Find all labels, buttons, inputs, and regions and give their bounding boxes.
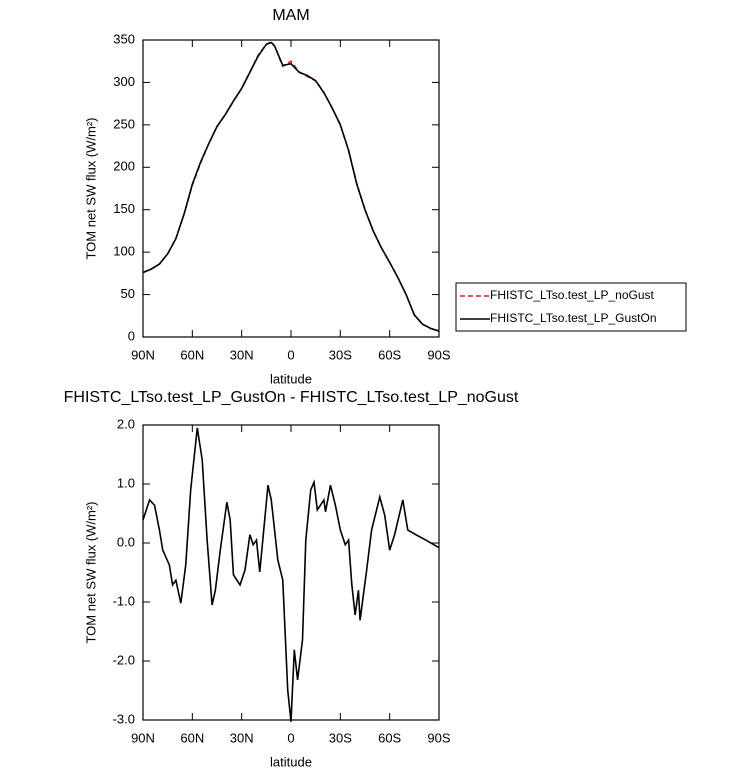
x-tick-label: 30S xyxy=(329,347,352,362)
x-tick-label: 60N xyxy=(180,730,204,745)
legend: FHISTC_LTso.test_LP_noGust FHISTC_LTso.te… xyxy=(455,282,687,332)
y-tick-label: 0 xyxy=(128,328,135,343)
y-tick-label: -1.0 xyxy=(113,593,135,608)
x-tick-label: 60N xyxy=(180,347,204,362)
y-tick-label: -2.0 xyxy=(113,652,135,667)
legend-label: FHISTC_LTso.test_LP_GustOn xyxy=(490,311,657,325)
x-tick-label: 30N xyxy=(230,347,254,362)
x-tick-label: 0 xyxy=(287,730,294,745)
x-tick-label: 90S xyxy=(427,347,450,362)
x-axis-label: latitude xyxy=(270,754,312,769)
y-tick-label: 300 xyxy=(113,74,135,89)
y-tick-label: 2.0 xyxy=(117,416,135,431)
plot-frame xyxy=(142,424,440,721)
data-line xyxy=(142,40,440,332)
data-line xyxy=(142,427,440,722)
y-tick-label: 200 xyxy=(113,159,135,174)
x-axis-label: latitude xyxy=(270,371,312,386)
x-tick-label: 30S xyxy=(329,730,352,745)
data-line xyxy=(142,41,440,332)
y-tick-label: 150 xyxy=(113,201,135,216)
y-tick-label: 1.0 xyxy=(117,475,135,490)
x-tick-label: 90N xyxy=(131,730,155,745)
chart-title: MAM xyxy=(272,7,309,24)
x-tick-label: 90S xyxy=(427,730,450,745)
chart-title: FHISTC_LTso.test_LP_GustOn - FHISTC_LTso… xyxy=(64,389,519,406)
x-tick-label: 30N xyxy=(230,730,254,745)
y-tick-label: 100 xyxy=(113,244,135,259)
legend-label: FHISTC_LTso.test_LP_noGust xyxy=(490,288,655,302)
plot-frame xyxy=(142,39,440,338)
y-tick-label: 350 xyxy=(113,31,135,46)
y-tick-label: 0.0 xyxy=(117,534,135,549)
y-tick-label: 50 xyxy=(121,286,135,301)
x-tick-label: 60S xyxy=(378,347,401,362)
y-axis-label: TOM net SW flux (W/m²) xyxy=(83,501,98,643)
y-axis-label: TOM net SW flux (W/m²) xyxy=(83,117,98,259)
y-tick-label: 250 xyxy=(113,116,135,131)
x-tick-label: 0 xyxy=(287,347,294,362)
legend-box xyxy=(455,282,687,332)
x-tick-label: 60S xyxy=(378,730,401,745)
x-tick-label: 90N xyxy=(131,347,155,362)
y-tick-label: -3.0 xyxy=(113,711,135,726)
